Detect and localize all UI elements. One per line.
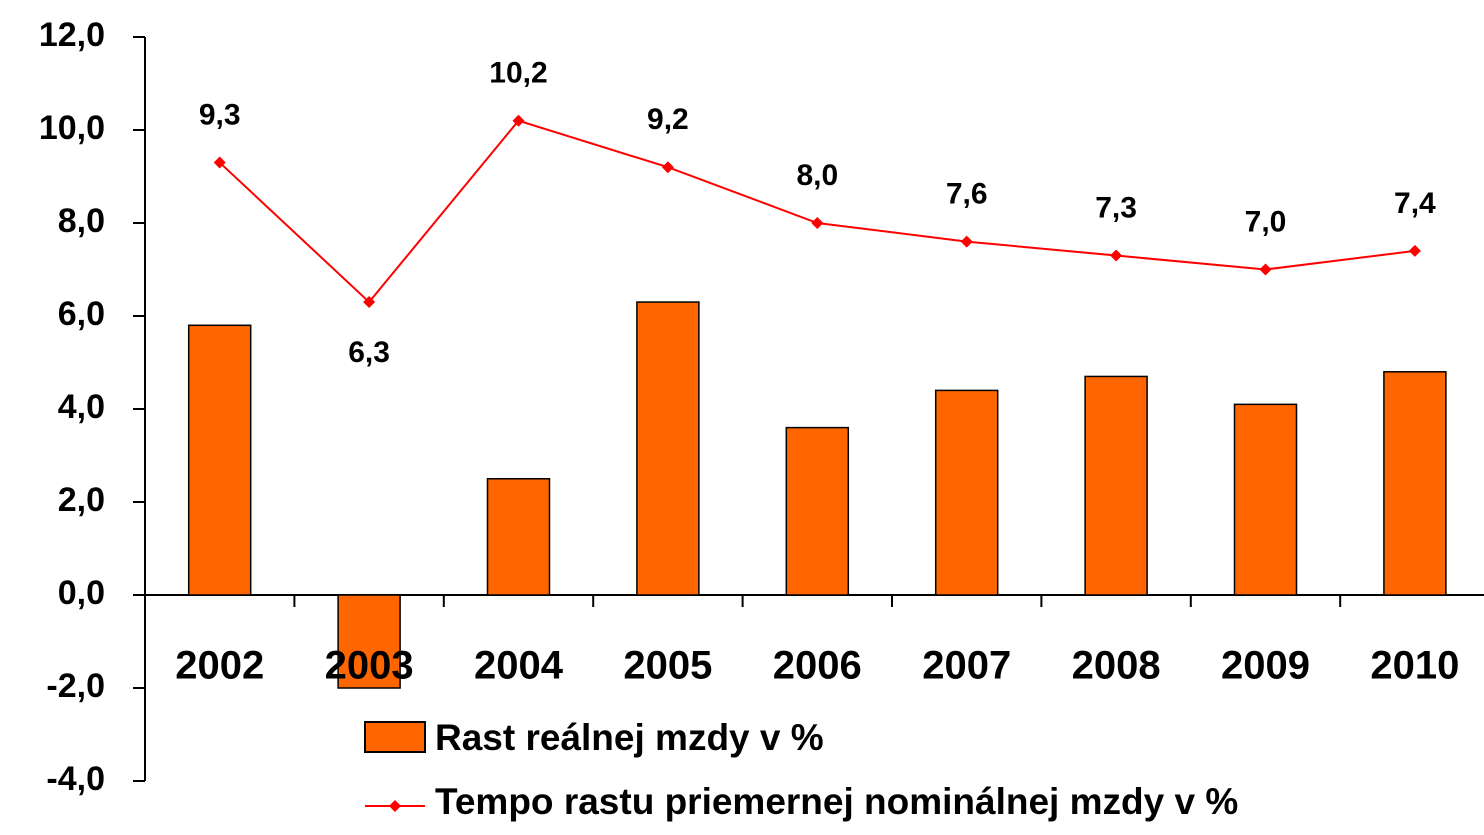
bar xyxy=(785,426,850,596)
x-tick-label: 2006 xyxy=(773,644,862,688)
data-label: 7,6 xyxy=(946,178,988,211)
y-tick-label: 0,0 xyxy=(58,574,105,612)
marker xyxy=(512,114,525,127)
y-tick-label: 4,0 xyxy=(58,388,105,426)
y-tick-label: 8,0 xyxy=(58,202,105,240)
marker xyxy=(213,156,226,169)
data-label: 7,4 xyxy=(1394,187,1436,220)
marker xyxy=(363,296,376,309)
marker xyxy=(661,161,674,174)
x-tick-label: 2003 xyxy=(325,644,414,688)
bar xyxy=(337,594,401,689)
x-tick-label: 2009 xyxy=(1221,644,1310,688)
y-tick-label: 6,0 xyxy=(58,295,105,333)
y-tick-label: 2,0 xyxy=(58,481,105,519)
marker xyxy=(1110,249,1123,262)
data-label: 10,2 xyxy=(489,57,547,90)
legend-label: Tempo rastu priemernej nominálnej mzdy v… xyxy=(435,781,1238,822)
x-tick-label: 2008 xyxy=(1072,644,1161,688)
bar xyxy=(187,324,252,596)
marker xyxy=(1259,263,1272,276)
y-tick-label: -2,0 xyxy=(46,667,105,705)
x-tick-label: 2004 xyxy=(474,644,564,688)
x-tick-label: 2007 xyxy=(922,644,1011,688)
line xyxy=(219,119,1416,304)
data-label: 7,0 xyxy=(1245,205,1287,238)
data-label: 9,3 xyxy=(199,98,241,131)
marker xyxy=(811,217,824,229)
legend-label: Rast reálnej mzdy v % xyxy=(435,717,824,758)
data-label: 9,2 xyxy=(647,103,689,136)
data-label: 8,0 xyxy=(796,159,838,192)
marker xyxy=(960,235,973,248)
x-tick-label: 2002 xyxy=(175,644,264,688)
x-tick-label: 2005 xyxy=(623,644,712,688)
bar xyxy=(1383,371,1447,596)
data-label: 6,3 xyxy=(348,336,390,369)
bar xyxy=(1084,375,1148,596)
marker xyxy=(1408,244,1421,257)
y-tick-label: -4,0 xyxy=(46,760,105,798)
y-tick-label: 12,0 xyxy=(39,16,105,54)
bar xyxy=(934,389,999,596)
y-tick-label: 10,0 xyxy=(39,109,105,147)
x-tick-label: 2010 xyxy=(1370,644,1459,688)
legend-swatch-marker xyxy=(389,800,401,812)
legend-swatch-bar xyxy=(364,721,426,753)
bar xyxy=(636,301,700,596)
bar xyxy=(486,478,551,596)
bar xyxy=(1233,403,1298,596)
data-label: 7,3 xyxy=(1095,191,1137,224)
